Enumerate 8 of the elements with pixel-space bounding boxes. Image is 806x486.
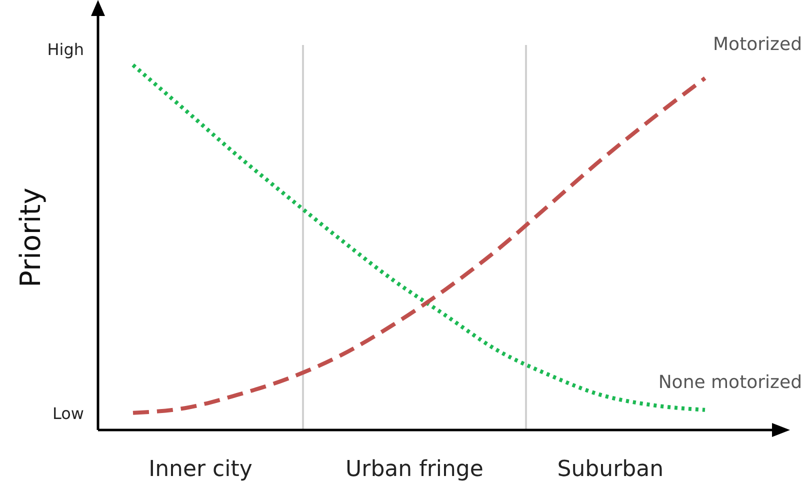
text: Urban fringe bbox=[346, 457, 484, 482]
text: Inner city bbox=[148, 457, 252, 482]
text: Suburban bbox=[557, 457, 664, 482]
text: High bbox=[47, 40, 84, 59]
series-label: None motorized bbox=[658, 372, 802, 393]
text: Low bbox=[52, 404, 84, 423]
series-label: Motorized bbox=[713, 34, 802, 56]
y-axis-title: Priority bbox=[14, 188, 47, 288]
